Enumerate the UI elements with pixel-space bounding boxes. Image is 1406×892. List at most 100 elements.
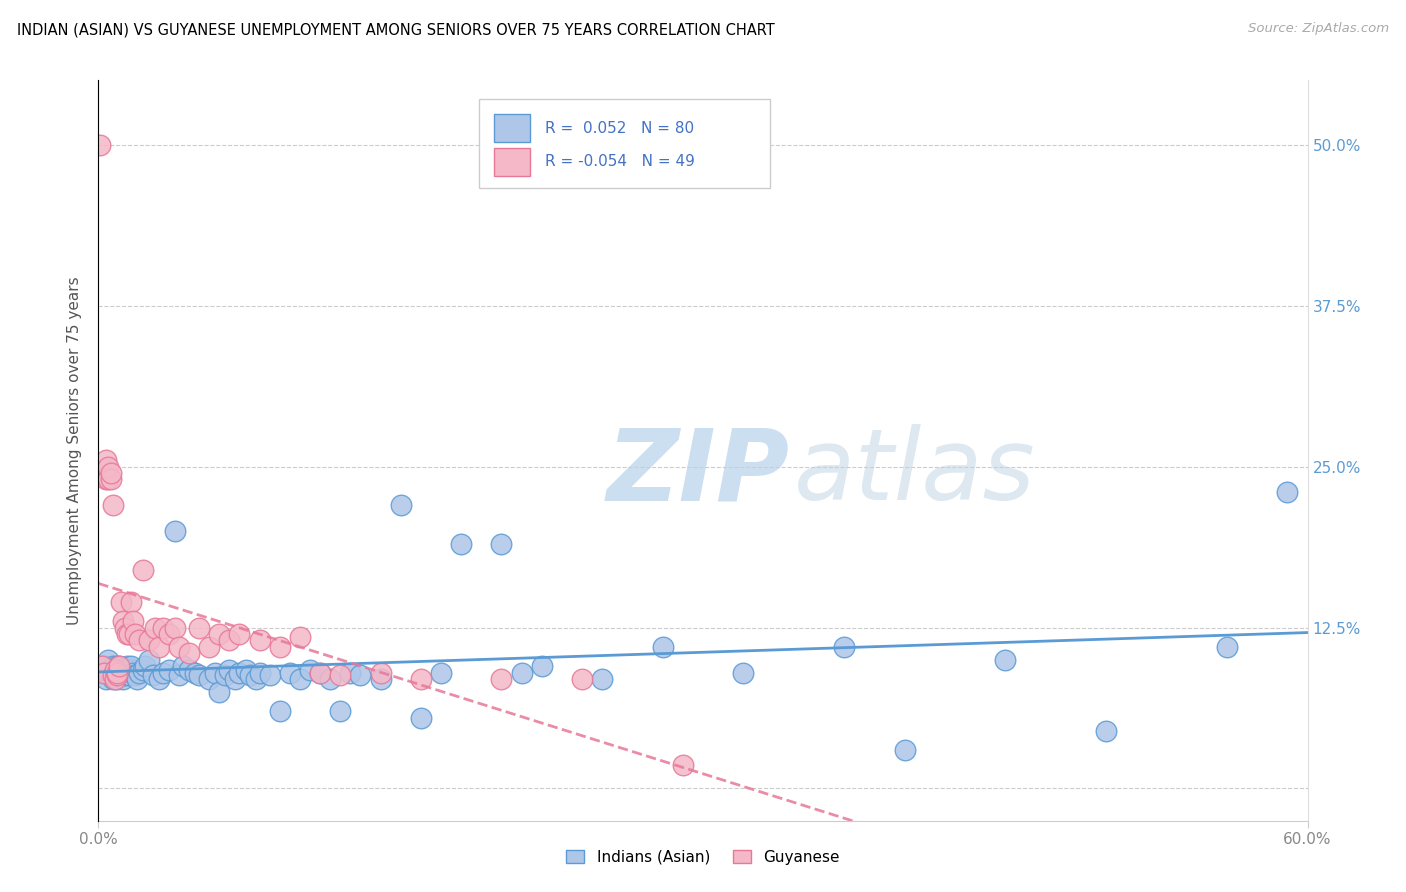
Legend: Indians (Asian), Guyanese: Indians (Asian), Guyanese [567, 850, 839, 865]
Point [329, 704, 352, 718]
Point [103, 672, 125, 686]
Point [409, 711, 432, 725]
Point [111, 614, 134, 628]
Point [329, 668, 352, 682]
Point [239, 668, 262, 682]
Text: ZIP: ZIP [606, 425, 789, 521]
Point [288, 672, 311, 686]
Point [259, 668, 281, 682]
Point [299, 663, 322, 677]
Point [97, 665, 120, 680]
FancyBboxPatch shape [494, 148, 530, 176]
Point [319, 672, 342, 686]
Point [100, 466, 122, 480]
Point [198, 640, 221, 654]
Point [893, 743, 915, 757]
Point [208, 627, 231, 641]
Point [148, 640, 170, 654]
Point [591, 672, 613, 686]
Point [100, 668, 122, 682]
Point [96, 672, 118, 686]
Point [167, 640, 190, 654]
Point [733, 665, 755, 680]
Point [103, 663, 125, 677]
Point [110, 668, 132, 682]
Point [228, 665, 250, 680]
Point [184, 665, 207, 680]
Point [124, 668, 146, 682]
Point [101, 668, 124, 682]
Point [101, 672, 124, 686]
Point [118, 627, 141, 641]
Point [128, 633, 150, 648]
Point [100, 663, 122, 677]
Point [204, 665, 226, 680]
Point [110, 595, 132, 609]
Point [218, 663, 240, 677]
Text: Source: ZipAtlas.com: Source: ZipAtlas.com [1249, 22, 1389, 36]
Point [152, 620, 174, 634]
Point [1216, 640, 1239, 654]
Point [138, 653, 160, 667]
Point [214, 668, 236, 682]
FancyBboxPatch shape [494, 114, 530, 143]
Y-axis label: Unemployment Among Seniors over 75 years: Unemployment Among Seniors over 75 years [67, 277, 83, 624]
Point [249, 633, 271, 648]
Point [111, 665, 134, 680]
Point [121, 665, 143, 680]
Point [124, 627, 146, 641]
Point [120, 595, 142, 609]
Point [235, 663, 257, 677]
Point [121, 614, 143, 628]
Point [349, 668, 371, 682]
Point [1095, 723, 1118, 738]
Point [120, 659, 142, 673]
Point [188, 668, 211, 682]
Point [249, 665, 271, 680]
Point [105, 672, 128, 686]
Point [228, 627, 250, 641]
Point [651, 640, 673, 654]
Point [93, 659, 115, 673]
Point [107, 665, 129, 680]
Point [269, 640, 291, 654]
Point [93, 665, 115, 680]
Point [430, 665, 453, 680]
Point [107, 659, 129, 673]
Point [491, 537, 513, 551]
Point [101, 498, 124, 512]
Point [389, 498, 412, 512]
Text: atlas: atlas [793, 425, 1035, 521]
Point [96, 472, 118, 486]
Point [105, 665, 128, 680]
FancyBboxPatch shape [479, 99, 769, 187]
Point [370, 672, 392, 686]
Point [157, 627, 180, 641]
Point [450, 537, 472, 551]
Point [288, 630, 311, 644]
Point [218, 633, 240, 648]
Point [107, 659, 129, 673]
Point [114, 668, 136, 682]
Point [118, 668, 141, 682]
Point [179, 646, 201, 660]
Point [309, 665, 332, 680]
Point [97, 653, 120, 667]
Point [491, 672, 513, 686]
Point [97, 459, 120, 474]
Point [994, 653, 1017, 667]
Text: R = -0.054   N = 49: R = -0.054 N = 49 [544, 154, 695, 169]
Point [110, 663, 132, 677]
Point [510, 665, 533, 680]
Point [245, 672, 267, 686]
Point [339, 665, 361, 680]
Point [105, 659, 128, 673]
Point [148, 672, 170, 686]
Point [142, 668, 165, 682]
Point [208, 685, 231, 699]
Point [143, 620, 166, 634]
Point [114, 620, 136, 634]
Point [114, 663, 136, 677]
Point [172, 659, 194, 673]
Point [91, 659, 114, 673]
